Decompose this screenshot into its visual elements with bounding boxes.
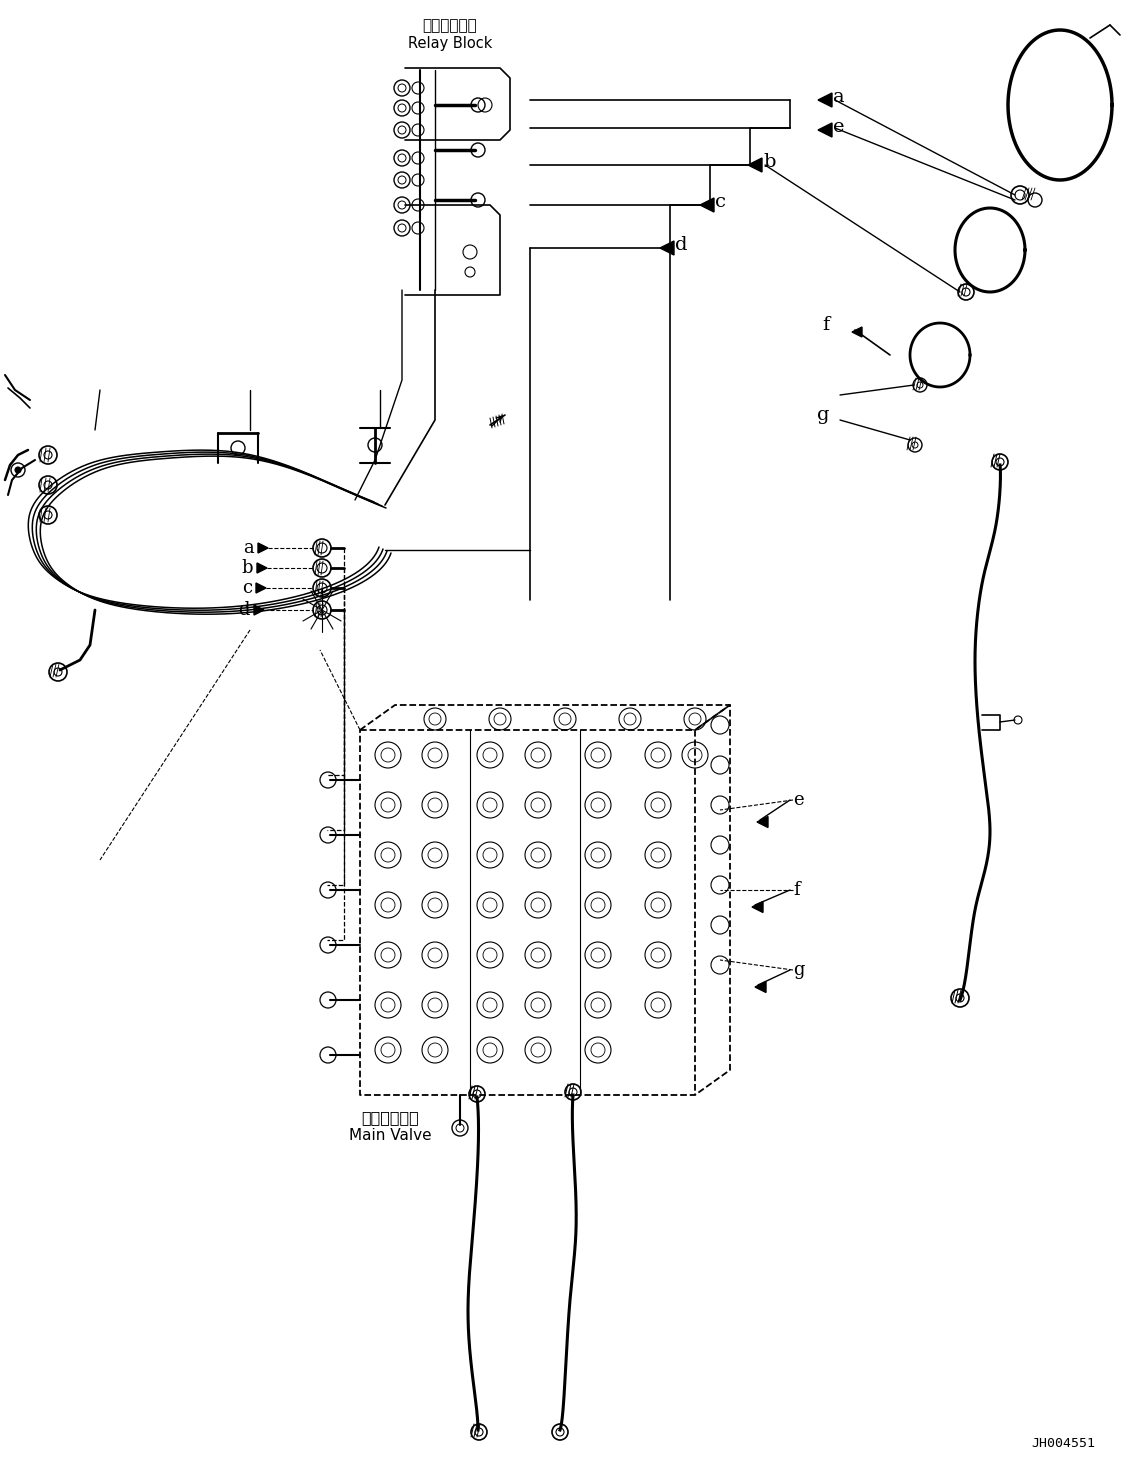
Polygon shape: [748, 158, 762, 173]
Polygon shape: [818, 123, 832, 138]
Text: e: e: [793, 791, 804, 809]
Polygon shape: [852, 328, 861, 336]
Polygon shape: [659, 241, 674, 255]
Text: e: e: [833, 119, 844, 136]
Text: c: c: [242, 579, 252, 597]
Polygon shape: [257, 582, 266, 593]
Text: a: a: [833, 88, 844, 105]
Text: f: f: [823, 316, 830, 334]
Text: メインバルブ: メインバルブ: [361, 1110, 419, 1125]
Text: g: g: [793, 961, 805, 979]
Polygon shape: [818, 94, 832, 107]
Polygon shape: [755, 982, 766, 992]
Text: f: f: [793, 881, 800, 898]
Polygon shape: [700, 198, 714, 212]
Polygon shape: [258, 543, 268, 553]
Circle shape: [15, 467, 22, 473]
Polygon shape: [753, 901, 763, 913]
Text: Relay Block: Relay Block: [407, 37, 493, 51]
Polygon shape: [254, 606, 264, 614]
Text: d: d: [675, 236, 688, 255]
Text: b: b: [242, 559, 253, 576]
Text: d: d: [238, 601, 250, 619]
Text: Main Valve: Main Valve: [348, 1128, 431, 1143]
Text: g: g: [817, 407, 830, 424]
Text: a: a: [243, 538, 254, 557]
Text: c: c: [715, 193, 726, 211]
Polygon shape: [257, 563, 267, 573]
Text: JH004551: JH004551: [1031, 1437, 1095, 1450]
Text: b: b: [763, 154, 775, 171]
Polygon shape: [757, 816, 768, 828]
Text: 中継ブロック: 中継ブロック: [422, 18, 478, 34]
